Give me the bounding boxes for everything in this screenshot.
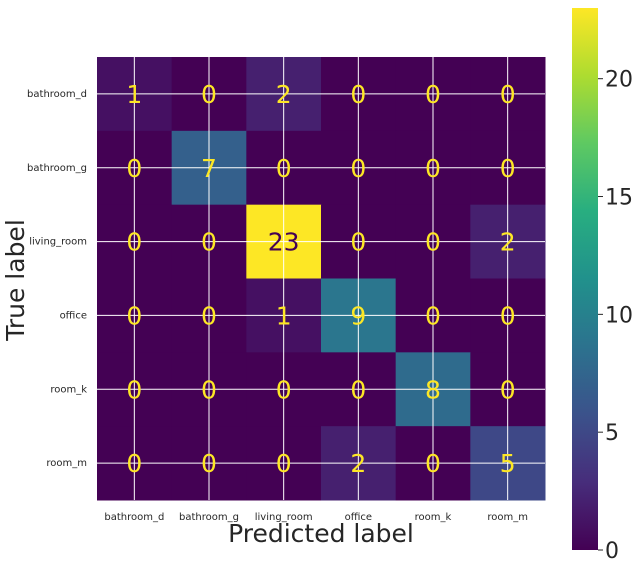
y-tick-label-bathroom_g: bathroom_g xyxy=(27,163,87,174)
cell-value-0-2: 2 xyxy=(276,80,292,109)
y-tick-label-living_room: living_room xyxy=(29,237,87,248)
y-tick-label-room_k: room_k xyxy=(50,384,87,395)
y-tick-label-bathroom_d: bathroom_d xyxy=(27,89,87,100)
cell-value-1-5: 0 xyxy=(500,154,516,183)
y-axis-label: True label xyxy=(1,219,30,342)
cell-value-2-4: 0 xyxy=(425,228,441,257)
x-tick-label-bathroom_d: bathroom_d xyxy=(104,512,164,523)
colorbar xyxy=(572,8,598,550)
y-tick-label-office: office xyxy=(60,310,87,321)
colorbar-tick-label-20: 20 xyxy=(605,68,633,93)
cell-value-3-2: 1 xyxy=(276,301,292,330)
x-tick-label-office: office xyxy=(345,512,372,523)
cell-value-4-4: 8 xyxy=(425,375,441,404)
cell-value-3-1: 0 xyxy=(201,301,217,330)
cell-value-4-2: 0 xyxy=(276,375,292,404)
x-tick-label-living_room: living_room xyxy=(255,512,313,523)
cell-value-3-3: 9 xyxy=(350,301,366,330)
cell-value-1-1: 7 xyxy=(201,154,217,183)
cell-value-4-3: 0 xyxy=(350,375,366,404)
cell-value-3-5: 0 xyxy=(500,301,516,330)
cell-value-1-2: 0 xyxy=(276,154,292,183)
cell-value-labels: 1 0 2 0 0 0 0 7 0 0 0 0 0 0 23 0 0 2 0 0 1 9 0 0 0 0 0 0 8 0 0 0 0 2 0 5 xyxy=(126,80,515,478)
cell-value-1-4: 0 xyxy=(425,154,441,183)
cell-value-5-3: 2 xyxy=(350,449,366,478)
cell-value-2-1: 0 xyxy=(201,228,217,257)
colorbar-tick-label-15: 15 xyxy=(605,186,633,211)
colorbar-ticks: 0 5 10 15 20 xyxy=(598,68,633,564)
cell-value-0-3: 0 xyxy=(350,80,366,109)
cell-value-2-5: 2 xyxy=(500,228,516,257)
cell-value-4-5: 0 xyxy=(500,375,516,404)
cell-value-2-0: 0 xyxy=(126,228,142,257)
x-tick-labels: bathroom_d bathroom_g living_room office roo… xyxy=(104,512,528,523)
gridlines xyxy=(97,57,545,500)
x-tick-label-bathroom_g: bathroom_g xyxy=(179,512,239,523)
cell-value-4-0: 0 xyxy=(126,375,142,404)
cell-value-0-0: 1 xyxy=(126,80,142,109)
cell-value-2-3: 0 xyxy=(350,228,366,257)
cell-value-5-4: 0 xyxy=(425,449,441,478)
heatmap-cells xyxy=(97,57,546,501)
cell-value-1-0: 0 xyxy=(126,154,142,183)
cell-value-0-5: 0 xyxy=(500,80,516,109)
cell-value-5-5: 5 xyxy=(500,449,516,478)
cell-value-4-1: 0 xyxy=(201,375,217,404)
cell-value-5-2: 0 xyxy=(276,449,292,478)
colorbar-tick-label-0: 0 xyxy=(605,539,619,564)
x-tick-label-room_k: room_k xyxy=(415,512,452,523)
y-tick-label-room_m: room_m xyxy=(46,458,87,469)
x-tick-label-room_m: room_m xyxy=(487,512,528,523)
cell-value-5-1: 0 xyxy=(201,449,217,478)
x-axis-label: Predicted label xyxy=(228,519,414,548)
cell-value-2-2: 23 xyxy=(268,228,300,257)
cell-value-0-1: 0 xyxy=(201,80,217,109)
cell-value-0-4: 0 xyxy=(425,80,441,109)
cell-value-1-3: 0 xyxy=(350,154,366,183)
cell-value-3-4: 0 xyxy=(425,301,441,330)
colorbar-tick-label-5: 5 xyxy=(605,421,619,446)
cell-value-3-0: 0 xyxy=(126,301,142,330)
cell-value-5-0: 0 xyxy=(126,449,142,478)
colorbar-tick-label-10: 10 xyxy=(605,303,633,328)
